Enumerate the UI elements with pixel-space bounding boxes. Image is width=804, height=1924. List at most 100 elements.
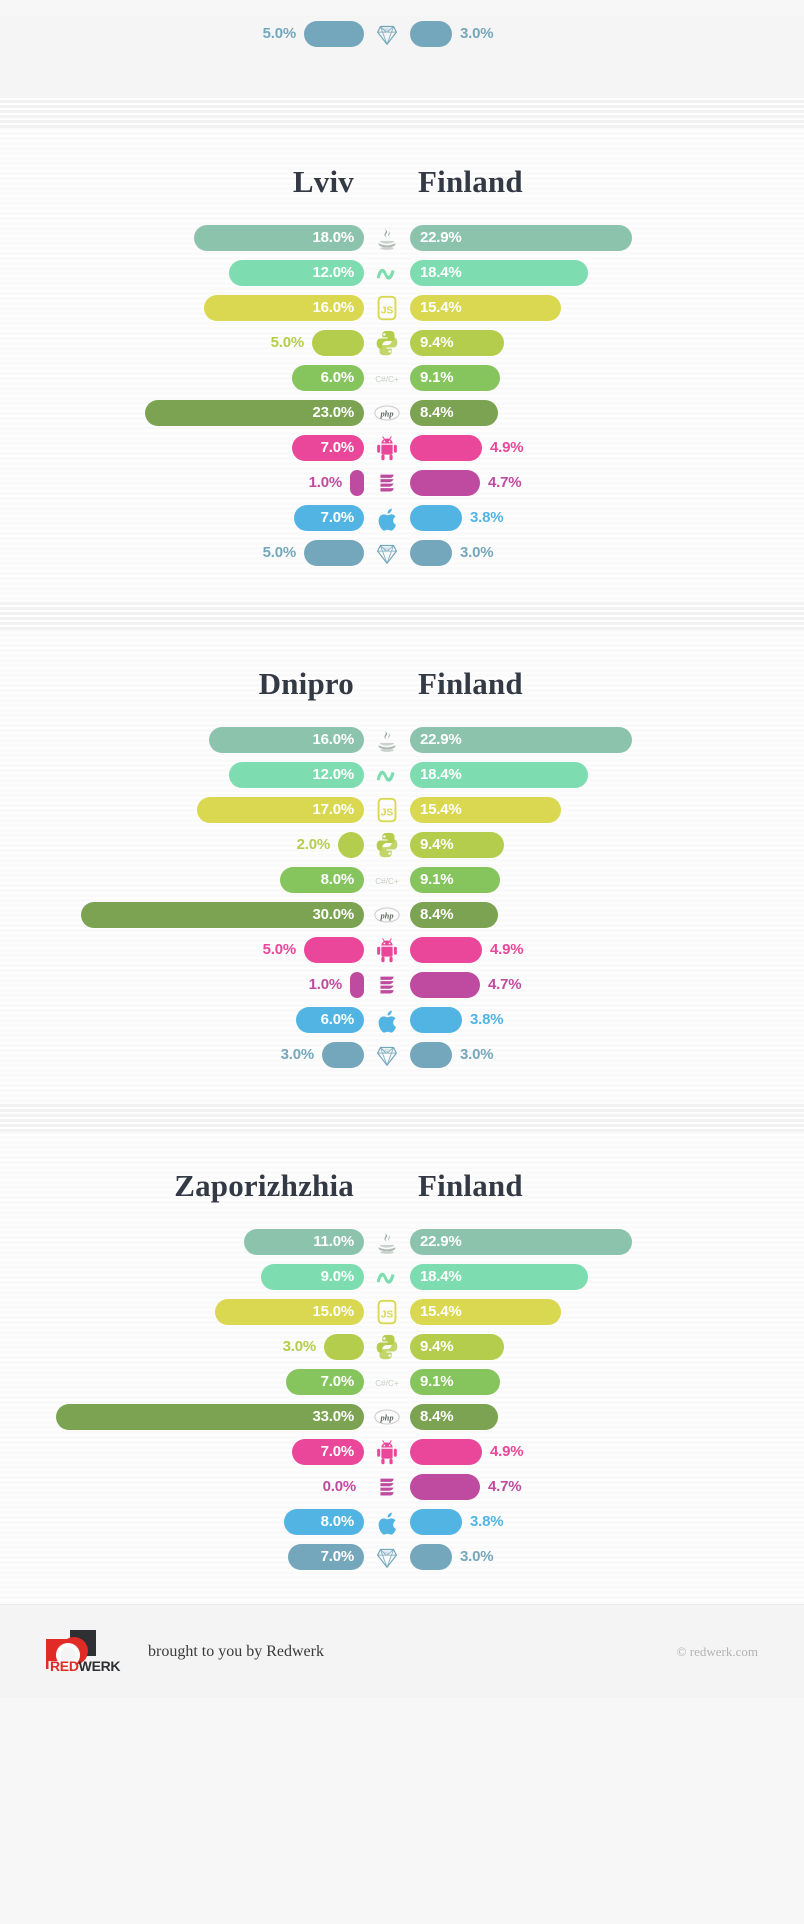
- bar[interactable]: [338, 831, 364, 858]
- bar[interactable]: 12.0%: [229, 259, 364, 286]
- bar[interactable]: [410, 20, 452, 47]
- bar[interactable]: 6.0%: [292, 364, 364, 391]
- csharp-icon: C#/C+: [375, 1378, 399, 1387]
- table-row: 1.0% 4.7%: [0, 465, 804, 500]
- bar-value-label: 4.9%: [490, 941, 524, 958]
- city-header: Zaporizhzhia: [0, 1168, 364, 1204]
- bar[interactable]: 8.4%: [410, 1403, 498, 1430]
- redwerk-logo: REDWERK: [44, 1629, 122, 1675]
- bar[interactable]: [322, 1041, 364, 1068]
- bar-value-label: 12.0%: [312, 264, 354, 281]
- bar[interactable]: [410, 434, 482, 461]
- bar[interactable]: [304, 20, 364, 47]
- bar[interactable]: [410, 469, 480, 496]
- php-icon: php: [374, 906, 400, 923]
- bar-value-label: 22.9%: [420, 1233, 462, 1250]
- bar[interactable]: [410, 504, 462, 531]
- bar[interactable]: 15.0%: [215, 1298, 364, 1325]
- ruby-icon: [377, 1046, 397, 1066]
- bar[interactable]: [350, 971, 364, 998]
- table-row: 30.0% php 8.4%: [0, 897, 804, 932]
- city-name: Lviv: [292, 164, 354, 199]
- bar[interactable]: 18.4%: [410, 761, 588, 788]
- bar[interactable]: [304, 936, 364, 963]
- bar[interactable]: 9.4%: [410, 831, 504, 858]
- bar[interactable]: 9.4%: [410, 1333, 504, 1360]
- bar[interactable]: 7.0%: [294, 504, 364, 531]
- row-left: 17.0%: [0, 796, 364, 823]
- bar[interactable]: 7.0%: [292, 1438, 364, 1465]
- bar[interactable]: 22.9%: [410, 726, 632, 753]
- row-left: 1.0%: [0, 971, 364, 998]
- bar-value-label: 5.0%: [270, 334, 305, 351]
- bar[interactable]: [312, 329, 364, 356]
- row-icon: [364, 468, 410, 498]
- bar[interactable]: 18.4%: [410, 259, 588, 286]
- table-row: 0.0% 4.7%: [0, 1469, 804, 1504]
- bar-value-label: 7.0%: [320, 1443, 355, 1460]
- bar[interactable]: 9.1%: [410, 1368, 500, 1395]
- bar[interactable]: 17.0%: [197, 796, 364, 823]
- bar[interactable]: [304, 539, 364, 566]
- bar[interactable]: 18.4%: [410, 1263, 588, 1290]
- bar[interactable]: [410, 1473, 480, 1500]
- bar[interactable]: 30.0%: [81, 901, 364, 928]
- row-right: 3.8%: [410, 504, 804, 531]
- bar[interactable]: 16.0%: [209, 726, 364, 753]
- row-left: 16.0%: [0, 294, 364, 321]
- bar-value-label: 18.4%: [420, 264, 462, 281]
- bar[interactable]: 8.0%: [280, 866, 364, 893]
- bar[interactable]: 7.0%: [292, 434, 364, 461]
- bar-value-label: 3.8%: [470, 509, 504, 526]
- bar[interactable]: 23.0%: [145, 399, 364, 426]
- bar[interactable]: [410, 1508, 462, 1535]
- bar[interactable]: [410, 539, 452, 566]
- bar[interactable]: 8.0%: [284, 1508, 364, 1535]
- section-dnipro: Dnipro Finland 16.0% 22.9% 12.0% 18.4%: [0, 630, 804, 1102]
- bar[interactable]: 12.0%: [229, 761, 364, 788]
- bar[interactable]: 9.1%: [410, 364, 500, 391]
- bar[interactable]: 7.0%: [286, 1368, 364, 1395]
- bar[interactable]: [410, 1543, 452, 1570]
- row-left: 23.0%: [0, 399, 364, 426]
- row-left: 3.0%: [0, 1333, 364, 1360]
- bar[interactable]: 33.0%: [56, 1403, 364, 1430]
- bar[interactable]: 22.9%: [410, 224, 632, 251]
- bar[interactable]: 15.4%: [410, 796, 561, 823]
- bar-value-label: 9.4%: [420, 334, 454, 351]
- bar[interactable]: [324, 1333, 364, 1360]
- bar[interactable]: [410, 1006, 462, 1033]
- row-icon: [364, 1262, 410, 1292]
- bar[interactable]: 6.0%: [296, 1006, 364, 1033]
- bar[interactable]: [410, 1438, 482, 1465]
- row-icon: [364, 1472, 410, 1502]
- bar[interactable]: 15.4%: [410, 1298, 561, 1325]
- bar[interactable]: 22.9%: [410, 1228, 632, 1255]
- bar[interactable]: [410, 936, 482, 963]
- bar[interactable]: 7.0%: [288, 1543, 364, 1570]
- row-left: 7.0%: [0, 434, 364, 461]
- python-icon: [376, 832, 398, 857]
- bar[interactable]: 9.4%: [410, 329, 504, 356]
- row-icon: C#/C+: [364, 363, 410, 393]
- table-row: 17.0% JS 15.4%: [0, 792, 804, 827]
- row-left: 11.0%: [0, 1228, 364, 1255]
- bar[interactable]: 11.0%: [244, 1228, 364, 1255]
- bar[interactable]: 15.4%: [410, 294, 561, 321]
- row-icon: C#/C+: [364, 865, 410, 895]
- bar[interactable]: 16.0%: [204, 294, 364, 321]
- bar[interactable]: [410, 1041, 452, 1068]
- row-left: 30.0%: [0, 901, 364, 928]
- ios-icon: [378, 1010, 396, 1033]
- row-right: 4.7%: [410, 971, 804, 998]
- row-left: 7.0%: [0, 1543, 364, 1570]
- bar[interactable]: 9.1%: [410, 866, 500, 893]
- row-icon: [364, 760, 410, 790]
- bar[interactable]: 8.4%: [410, 399, 498, 426]
- bar[interactable]: 8.4%: [410, 901, 498, 928]
- bar[interactable]: [350, 469, 364, 496]
- bar[interactable]: 18.0%: [194, 224, 364, 251]
- bar[interactable]: 9.0%: [261, 1263, 364, 1290]
- bar[interactable]: [410, 971, 480, 998]
